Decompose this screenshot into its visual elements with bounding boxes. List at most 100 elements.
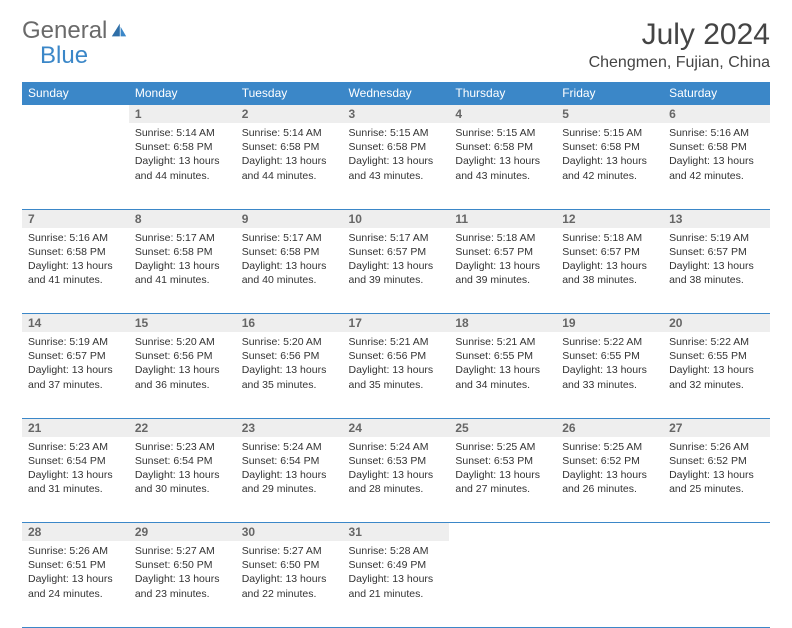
sunset-text: Sunset: 6:54 PM: [135, 454, 230, 468]
daylight-text: Daylight: 13 hours and 21 minutes.: [349, 572, 444, 600]
daylight-text: Daylight: 13 hours and 27 minutes.: [455, 468, 550, 496]
day-cell: Sunrise: 5:15 AMSunset: 6:58 PMDaylight:…: [343, 123, 450, 209]
daylight-text: Daylight: 13 hours and 34 minutes.: [455, 363, 550, 391]
day-number: 19: [556, 314, 663, 333]
day-details: Sunrise: 5:17 AMSunset: 6:58 PMDaylight:…: [129, 228, 236, 292]
day-details: Sunrise: 5:17 AMSunset: 6:58 PMDaylight:…: [236, 228, 343, 292]
day-cell: [449, 541, 556, 627]
sunset-text: Sunset: 6:55 PM: [669, 349, 764, 363]
day-details: Sunrise: 5:19 AMSunset: 6:57 PMDaylight:…: [22, 332, 129, 396]
sunset-text: Sunset: 6:58 PM: [242, 245, 337, 259]
day-number: [556, 523, 663, 542]
day-number: 4: [449, 105, 556, 124]
day-cell: Sunrise: 5:23 AMSunset: 6:54 PMDaylight:…: [129, 437, 236, 523]
day-details: Sunrise: 5:28 AMSunset: 6:49 PMDaylight:…: [343, 541, 450, 605]
daylight-text: Daylight: 13 hours and 41 minutes.: [28, 259, 123, 287]
sunrise-text: Sunrise: 5:19 AM: [28, 335, 123, 349]
daylight-text: Daylight: 13 hours and 44 minutes.: [135, 154, 230, 182]
weekday-header: Tuesday: [236, 82, 343, 105]
daylight-text: Daylight: 13 hours and 26 minutes.: [562, 468, 657, 496]
sunrise-text: Sunrise: 5:23 AM: [28, 440, 123, 454]
sunrise-text: Sunrise: 5:15 AM: [562, 126, 657, 140]
day-details: Sunrise: 5:15 AMSunset: 6:58 PMDaylight:…: [449, 123, 556, 187]
day-details: Sunrise: 5:24 AMSunset: 6:54 PMDaylight:…: [236, 437, 343, 501]
day-details: Sunrise: 5:21 AMSunset: 6:56 PMDaylight:…: [343, 332, 450, 396]
sunset-text: Sunset: 6:50 PM: [135, 558, 230, 572]
week-row: Sunrise: 5:26 AMSunset: 6:51 PMDaylight:…: [22, 541, 770, 627]
sunrise-text: Sunrise: 5:22 AM: [669, 335, 764, 349]
daylight-text: Daylight: 13 hours and 43 minutes.: [455, 154, 550, 182]
sunset-text: Sunset: 6:58 PM: [135, 245, 230, 259]
day-details: Sunrise: 5:25 AMSunset: 6:53 PMDaylight:…: [449, 437, 556, 501]
day-number: 22: [129, 418, 236, 437]
sunset-text: Sunset: 6:58 PM: [349, 140, 444, 154]
sunset-text: Sunset: 6:57 PM: [562, 245, 657, 259]
sunrise-text: Sunrise: 5:20 AM: [242, 335, 337, 349]
day-cell: Sunrise: 5:18 AMSunset: 6:57 PMDaylight:…: [556, 228, 663, 314]
day-details: Sunrise: 5:23 AMSunset: 6:54 PMDaylight:…: [22, 437, 129, 501]
daylight-text: Daylight: 13 hours and 37 minutes.: [28, 363, 123, 391]
sunrise-text: Sunrise: 5:21 AM: [455, 335, 550, 349]
day-cell: Sunrise: 5:22 AMSunset: 6:55 PMDaylight:…: [556, 332, 663, 418]
sunset-text: Sunset: 6:52 PM: [562, 454, 657, 468]
day-details: Sunrise: 5:20 AMSunset: 6:56 PMDaylight:…: [129, 332, 236, 396]
sunset-text: Sunset: 6:58 PM: [669, 140, 764, 154]
day-cell: Sunrise: 5:16 AMSunset: 6:58 PMDaylight:…: [22, 228, 129, 314]
daylight-text: Daylight: 13 hours and 29 minutes.: [242, 468, 337, 496]
day-details: Sunrise: 5:17 AMSunset: 6:57 PMDaylight:…: [343, 228, 450, 292]
sunset-text: Sunset: 6:56 PM: [135, 349, 230, 363]
day-number: 15: [129, 314, 236, 333]
day-cell: Sunrise: 5:23 AMSunset: 6:54 PMDaylight:…: [22, 437, 129, 523]
sunrise-text: Sunrise: 5:27 AM: [242, 544, 337, 558]
day-cell: Sunrise: 5:20 AMSunset: 6:56 PMDaylight:…: [236, 332, 343, 418]
daylight-text: Daylight: 13 hours and 31 minutes.: [28, 468, 123, 496]
daylight-text: Daylight: 13 hours and 38 minutes.: [562, 259, 657, 287]
day-number: 26: [556, 418, 663, 437]
day-cell: Sunrise: 5:17 AMSunset: 6:58 PMDaylight:…: [236, 228, 343, 314]
weekday-header: Saturday: [663, 82, 770, 105]
day-cell: Sunrise: 5:15 AMSunset: 6:58 PMDaylight:…: [449, 123, 556, 209]
day-details: Sunrise: 5:18 AMSunset: 6:57 PMDaylight:…: [556, 228, 663, 292]
sunset-text: Sunset: 6:53 PM: [455, 454, 550, 468]
day-cell: Sunrise: 5:22 AMSunset: 6:55 PMDaylight:…: [663, 332, 770, 418]
sunset-text: Sunset: 6:58 PM: [135, 140, 230, 154]
sunrise-text: Sunrise: 5:18 AM: [455, 231, 550, 245]
day-number: [449, 523, 556, 542]
day-number: [663, 523, 770, 542]
sunrise-text: Sunrise: 5:24 AM: [242, 440, 337, 454]
sunset-text: Sunset: 6:53 PM: [349, 454, 444, 468]
week-row: Sunrise: 5:16 AMSunset: 6:58 PMDaylight:…: [22, 228, 770, 314]
day-cell: Sunrise: 5:25 AMSunset: 6:52 PMDaylight:…: [556, 437, 663, 523]
day-details: Sunrise: 5:26 AMSunset: 6:52 PMDaylight:…: [663, 437, 770, 501]
day-number: 16: [236, 314, 343, 333]
sunset-text: Sunset: 6:50 PM: [242, 558, 337, 572]
day-number: 1: [129, 105, 236, 124]
day-details: Sunrise: 5:22 AMSunset: 6:55 PMDaylight:…: [663, 332, 770, 396]
sunset-text: Sunset: 6:55 PM: [455, 349, 550, 363]
daylight-text: Daylight: 13 hours and 43 minutes.: [349, 154, 444, 182]
daylight-text: Daylight: 13 hours and 40 minutes.: [242, 259, 337, 287]
day-cell: Sunrise: 5:14 AMSunset: 6:58 PMDaylight:…: [236, 123, 343, 209]
day-number: 27: [663, 418, 770, 437]
sunset-text: Sunset: 6:58 PM: [28, 245, 123, 259]
day-number: 21: [22, 418, 129, 437]
day-cell: Sunrise: 5:27 AMSunset: 6:50 PMDaylight:…: [129, 541, 236, 627]
day-cell: Sunrise: 5:26 AMSunset: 6:52 PMDaylight:…: [663, 437, 770, 523]
weekday-header: Thursday: [449, 82, 556, 105]
sunset-text: Sunset: 6:54 PM: [242, 454, 337, 468]
day-number: 25: [449, 418, 556, 437]
daylight-text: Daylight: 13 hours and 42 minutes.: [562, 154, 657, 182]
sunset-text: Sunset: 6:57 PM: [349, 245, 444, 259]
sunset-text: Sunset: 6:57 PM: [669, 245, 764, 259]
sunrise-text: Sunrise: 5:26 AM: [28, 544, 123, 558]
day-number: 29: [129, 523, 236, 542]
day-details: Sunrise: 5:19 AMSunset: 6:57 PMDaylight:…: [663, 228, 770, 292]
daylight-text: Daylight: 13 hours and 39 minutes.: [455, 259, 550, 287]
sunrise-text: Sunrise: 5:16 AM: [669, 126, 764, 140]
day-details: Sunrise: 5:27 AMSunset: 6:50 PMDaylight:…: [236, 541, 343, 605]
day-number: 24: [343, 418, 450, 437]
daylight-text: Daylight: 13 hours and 39 minutes.: [349, 259, 444, 287]
day-number: 23: [236, 418, 343, 437]
day-details: Sunrise: 5:18 AMSunset: 6:57 PMDaylight:…: [449, 228, 556, 292]
week-row: Sunrise: 5:14 AMSunset: 6:58 PMDaylight:…: [22, 123, 770, 209]
